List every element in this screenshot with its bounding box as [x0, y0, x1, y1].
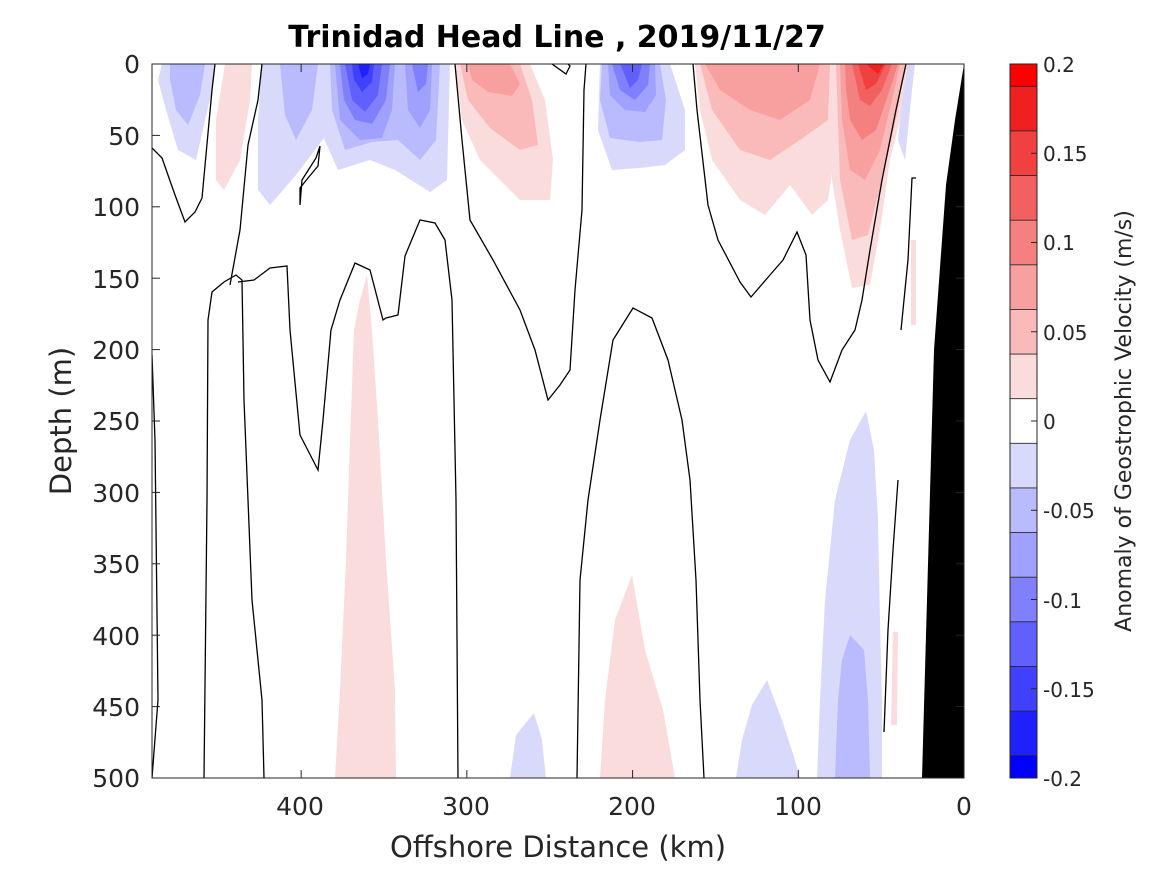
- zero-contour-4: [237, 219, 459, 778]
- colorbar-tick-label-neg-0.05: -0.05: [1043, 499, 1095, 523]
- colorbar-band: [1010, 86, 1037, 131]
- zero-contour-6: [299, 145, 321, 206]
- pos-sliver-deep-nearshore: [891, 632, 898, 725]
- zero-contour-2: [152, 354, 159, 778]
- colorbar-tick-label-neg-0.1: -0.1: [1043, 589, 1082, 613]
- colorbar-tick-label-0.05: 0.05: [1043, 321, 1088, 345]
- colorbar-tick-label-neg-0.15: -0.15: [1043, 678, 1095, 702]
- zero-contour-7: [454, 64, 587, 402]
- colorbar-tick-label-0.2: 0.2: [1043, 53, 1075, 77]
- colorbar-band: [1010, 755, 1037, 778]
- zero-contour-8: [551, 64, 571, 75]
- neg-cell-330-l1: [412, 64, 428, 92]
- pos-cell-285-l2: [468, 64, 520, 96]
- y-tick-label-50: 50: [108, 122, 140, 151]
- neg-cell-470-core: [170, 64, 205, 125]
- colorbar-band: [1010, 711, 1037, 756]
- x-tick-label-200: 200: [608, 792, 656, 821]
- chart-title: Trinidad Head Line , 2019/11/27: [288, 20, 825, 55]
- colorbar: [1010, 64, 1037, 778]
- pos-cell-deep-200: [600, 575, 675, 778]
- pos-cell-115-l2: [705, 64, 820, 120]
- zero-contour-5: [229, 64, 263, 286]
- colorbar-band: [1010, 443, 1037, 488]
- neg-cell-deep-256: [510, 713, 546, 778]
- y-tick-label-500: 500: [92, 764, 140, 793]
- y-tick-label-150: 150: [92, 265, 140, 294]
- bathymetry-seafloor: [922, 64, 964, 778]
- x-tick-label-300: 300: [442, 792, 490, 821]
- neg-cell-400-core: [280, 64, 318, 140]
- colorbar-band: [1010, 532, 1037, 578]
- pos-sliver-nearshore: [911, 240, 916, 325]
- y-tick-label-100: 100: [92, 193, 140, 222]
- colorbar-tick-label-0.15: 0.15: [1043, 142, 1088, 166]
- y-tick-label-300: 300: [92, 479, 140, 508]
- neg-cell-deep-70-core: [835, 635, 870, 778]
- y-axis-label: Depth (m): [44, 347, 78, 495]
- x-tick-label-400: 400: [276, 792, 324, 821]
- colorbar-tick-label-neg-0.2: -0.2: [1043, 767, 1082, 791]
- colorbar-label: Anomaly of Geostrophic Velocity (m/s): [1112, 210, 1137, 632]
- pos-cell-60-l6: [866, 64, 884, 74]
- neg-cell-362-l6: [358, 64, 370, 78]
- zero-contour-10: [692, 64, 907, 384]
- zero-contour-9: [576, 307, 705, 778]
- colorbar-tick-label-0.1: 0.1: [1043, 231, 1075, 255]
- neg-sliver-nearshore: [898, 64, 915, 160]
- x-tick-label-0: 0: [956, 792, 972, 821]
- pos-cell-deep-362: [335, 275, 396, 778]
- y-tick-marks: [152, 63, 964, 779]
- x-tick-marks: [300, 64, 965, 778]
- zero-contours: [152, 64, 916, 778]
- x-tick-label-100: 100: [774, 792, 822, 821]
- y-tick-label-0: 0: [124, 50, 140, 79]
- pos-cell-440: [216, 64, 252, 190]
- colorbar-tick-marks: [1031, 63, 1037, 779]
- y-tick-label-450: 450: [92, 693, 140, 722]
- x-axis-label: Offshore Distance (km): [390, 830, 726, 864]
- colorbar-band: [1010, 354, 1037, 399]
- colorbar-band: [1010, 264, 1037, 310]
- y-tick-label-250: 250: [92, 407, 140, 436]
- zero-contour-3: [203, 274, 265, 778]
- zero-contour-1: [152, 64, 216, 224]
- zero-contour-12: [883, 479, 899, 733]
- y-tick-label-400: 400: [92, 622, 140, 651]
- colorbar-band: [1010, 621, 1037, 667]
- neg-cell-deep-110: [736, 680, 800, 778]
- zero-contour-11: [900, 177, 916, 331]
- y-tick-label-200: 200: [92, 336, 140, 365]
- colorbar-tick-label-0: 0: [1043, 410, 1056, 434]
- colorbar-band: [1010, 175, 1037, 221]
- y-tick-label-350: 350: [92, 550, 140, 579]
- colorbar-band: [1010, 64, 1037, 87]
- neg-cell-215-l4: [620, 64, 642, 88]
